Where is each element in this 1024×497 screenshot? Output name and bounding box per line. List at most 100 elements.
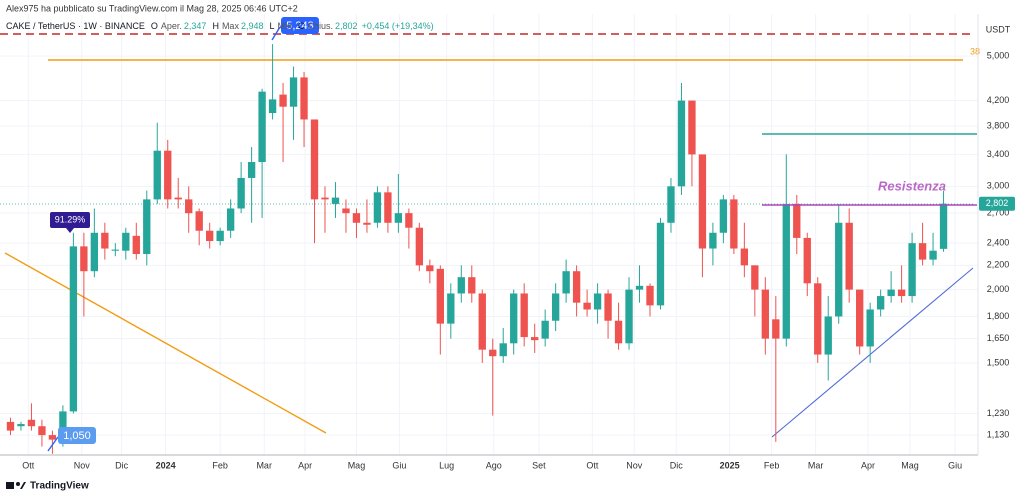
candle-body (499, 343, 507, 357)
candle-body (394, 213, 403, 223)
ohlc-value: 2,347 (184, 21, 207, 31)
high-marker-stem (271, 26, 281, 41)
candle-body (38, 426, 46, 436)
candle-body (551, 293, 560, 321)
candle-body (593, 293, 602, 310)
low-label: 1,050 (63, 430, 91, 442)
ohlc-label: Max (222, 21, 240, 31)
candle-body (583, 302, 591, 310)
rise-marker-pointer (66, 228, 74, 233)
candle-body (835, 222, 843, 317)
candle-body (782, 203, 790, 339)
ohlc-key: C (298, 21, 305, 31)
candle-body (247, 162, 256, 178)
y-tick-label: 2,200 (987, 260, 1010, 270)
rise-label: 91.29% (55, 214, 86, 224)
candle-body (614, 320, 623, 344)
y-tick-label: 2,400 (987, 238, 1010, 248)
candle-body (740, 248, 749, 266)
x-tick-label: Apr (861, 460, 875, 470)
candle-body (939, 203, 948, 249)
candle-body (468, 277, 476, 294)
trend-line-up (771, 267, 974, 438)
author-line: Alex975 ha pubblicato su TradingView.com… (6, 3, 298, 13)
x-tick-label: Mag (348, 460, 366, 470)
candle-body (803, 237, 811, 284)
candle-body (866, 309, 874, 347)
x-tick-label: Mar (256, 460, 272, 470)
candle-body (730, 199, 738, 249)
candle-body (185, 199, 193, 214)
candle-body (164, 150, 172, 200)
ohlc-value: 2,802 (335, 21, 358, 31)
candle-body (436, 268, 444, 324)
candle-body (887, 289, 895, 297)
candle-body (793, 203, 801, 238)
candle-body (918, 243, 927, 260)
candle-body (101, 232, 109, 249)
fib-label: 38 (970, 46, 980, 56)
rise-marker (50, 212, 90, 228)
candle-body (90, 232, 99, 272)
candle-body (111, 249, 119, 251)
candle-body (426, 265, 434, 272)
y-tick-label: 2,000 (987, 284, 1010, 294)
x-tick-label: Dic (115, 460, 128, 470)
candle-body (6, 421, 15, 431)
x-tick-label: Giu (948, 460, 962, 470)
axes: 5,000 4,200 3,800 3,400 3,000 2,700 2,400 2,200… (22, 51, 1015, 470)
candle-body (510, 293, 518, 344)
candle-body (27, 419, 36, 427)
x-tick-label: Dic (670, 460, 683, 470)
ohlc-label: Min (278, 21, 293, 31)
candle-body (772, 319, 780, 339)
candle-body (415, 227, 424, 266)
candle-body (321, 197, 329, 200)
candle-body (656, 222, 665, 306)
candle-body (929, 250, 937, 260)
candle-body (457, 277, 465, 294)
candle-body (373, 192, 382, 223)
candle-body (478, 293, 486, 350)
ohlc-key: H (212, 21, 219, 31)
candle-body (384, 192, 392, 223)
ohlc-label: Aper. (161, 21, 182, 31)
candle-body (405, 213, 413, 228)
y-tick-label: 2,700 (987, 208, 1010, 218)
candle-body (751, 265, 759, 290)
footer-logo (6, 482, 26, 489)
ohlc-value: 2,948 (241, 21, 264, 31)
grid (0, 14, 978, 455)
x-tick-label: Lug (439, 460, 454, 470)
candle-body (897, 289, 906, 297)
candle-body (48, 435, 57, 440)
ohlc-change: +0,454 (+19,34%) (362, 21, 434, 31)
candle-body (677, 100, 686, 187)
x-tick-label: Feb (212, 460, 228, 470)
candle-body (856, 289, 864, 347)
candle-body (17, 424, 25, 427)
candle-body (646, 285, 654, 306)
candle-body (289, 77, 298, 107)
x-tick-label: Set (532, 460, 546, 470)
candle-body (59, 411, 67, 440)
candle-body (845, 222, 853, 290)
candle-body (572, 271, 581, 303)
candle-body (153, 150, 161, 200)
candle-body (709, 232, 717, 249)
last-price-label: 2,802 (986, 198, 1009, 208)
candle-body (761, 289, 769, 339)
candle-body (625, 289, 633, 344)
candle-body (719, 199, 728, 233)
ohlc-key: O (151, 21, 158, 31)
ohlc-key: L (269, 21, 274, 31)
candle-body (908, 243, 916, 297)
high-label: 5,243 (286, 20, 314, 32)
y-tick-label: 3,800 (987, 120, 1010, 130)
x-tick-label: Mar (808, 460, 824, 470)
candle-body (352, 213, 361, 223)
y-tick-label: 1,650 (987, 333, 1010, 343)
candle-body (667, 186, 675, 223)
candle-body (206, 230, 214, 242)
